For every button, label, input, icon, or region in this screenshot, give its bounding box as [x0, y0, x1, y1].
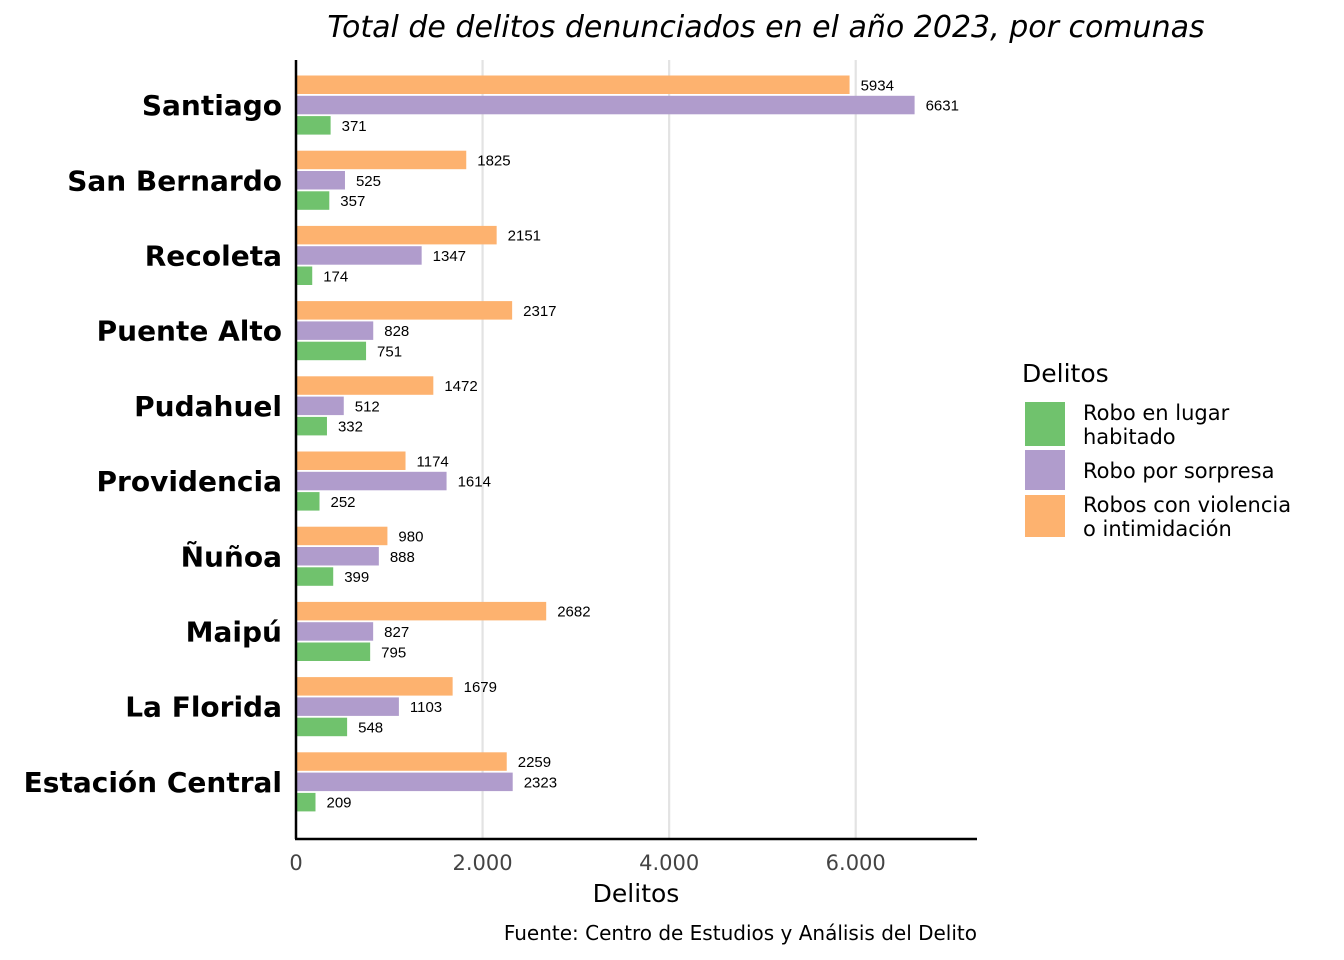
legend-label: Robos con violencia [1083, 493, 1291, 517]
data-label: 399 [344, 569, 369, 586]
data-label: 5934 [861, 77, 894, 94]
category-label: La Florida [125, 691, 282, 724]
category-label: Ñuñoa [181, 539, 282, 573]
data-label: 1679 [464, 679, 497, 696]
bar [296, 752, 507, 771]
bar [296, 772, 513, 792]
bar [296, 526, 388, 546]
bar [296, 171, 345, 190]
legend-label: habitado [1083, 425, 1176, 449]
data-label: 1825 [477, 152, 510, 169]
legend-label: Robo en lugar [1083, 401, 1230, 425]
grid [481, 60, 857, 839]
bar [296, 416, 327, 436]
category-label: Pudahuel [134, 390, 282, 423]
bar [296, 75, 850, 94]
bar [296, 301, 513, 320]
category-labels: Santiago San Bernardo Recoleta Puente Alto P… [24, 89, 282, 799]
category-label: Estación Central [24, 766, 282, 799]
x-tick-label: 0 [289, 851, 302, 875]
data-label: 174 [323, 268, 348, 285]
bar [296, 717, 348, 737]
caption: Fuente: Centro de Estudios y Análisis de… [504, 921, 977, 945]
data-label: 2317 [523, 303, 556, 320]
bar [296, 677, 453, 696]
bar [296, 601, 547, 621]
category-label: Maipú [186, 615, 282, 648]
bar [296, 225, 497, 245]
bar [296, 95, 915, 115]
bar [296, 116, 331, 135]
data-label: 751 [377, 343, 402, 360]
data-label: 209 [326, 795, 351, 812]
data-label: 512 [355, 398, 380, 415]
x-tick-label: 2.000 [453, 851, 513, 875]
bar [296, 376, 434, 395]
x-tick-label: 4.000 [639, 851, 699, 875]
legend-title: Delitos [1022, 359, 1109, 388]
legend-key [1025, 495, 1065, 537]
bar [296, 567, 334, 586]
legend-label: o intimidación [1083, 517, 1232, 541]
category-label: Providencia [97, 465, 282, 498]
data-label: 2151 [508, 228, 541, 245]
bar [296, 191, 330, 210]
chart-title: Total de delitos denunciados en el año 2… [327, 10, 1204, 45]
data-label: 795 [381, 644, 406, 661]
bar [296, 341, 367, 361]
bar [296, 697, 399, 716]
data-label: 548 [358, 719, 383, 736]
data-label: 6631 [926, 98, 959, 115]
x-tick-label: 6.000 [826, 851, 886, 875]
bar [296, 622, 374, 641]
bar [296, 451, 406, 470]
x-axis-title: Delitos [593, 879, 680, 908]
category-label: Santiago [142, 89, 282, 122]
data-label: 525 [356, 173, 381, 190]
data-label: 888 [390, 549, 415, 566]
data-label: 1472 [444, 378, 477, 395]
bar [296, 492, 320, 511]
bar [296, 246, 422, 265]
data-label: 980 [398, 528, 423, 545]
legend-key [1025, 402, 1065, 446]
data-label: 371 [342, 118, 367, 135]
bar [296, 266, 313, 285]
category-label: Recoleta [145, 239, 282, 272]
data-label: 2259 [518, 754, 551, 771]
data-label: 357 [340, 193, 365, 210]
category-label: San Bernardo [67, 164, 282, 197]
bar [296, 642, 371, 661]
bar [296, 471, 447, 491]
bar [296, 150, 467, 170]
data-label: 332 [338, 419, 363, 436]
legend-label: Robo por sorpresa [1083, 459, 1275, 483]
data-label: 1174 [417, 453, 449, 470]
bar [296, 321, 374, 340]
bars: 5934 6631 371 1825 525 357 2151 1347 174 2317 828 7… [296, 75, 959, 812]
bar [296, 792, 316, 812]
data-label: 828 [384, 323, 409, 340]
legend-key [1025, 450, 1065, 490]
category-label: Puente Alto [97, 315, 282, 348]
x-tick-labels: 0 2.000 4.000 6.000 [289, 851, 885, 875]
data-label: 1347 [433, 248, 466, 265]
data-label: 2323 [524, 774, 557, 791]
data-label: 1614 [458, 474, 491, 491]
bar [296, 396, 344, 416]
bar [296, 547, 379, 566]
data-label: 1103 [410, 699, 442, 716]
data-label: 2682 [557, 604, 590, 621]
data-label: 252 [331, 494, 356, 511]
data-label: 827 [384, 624, 409, 641]
